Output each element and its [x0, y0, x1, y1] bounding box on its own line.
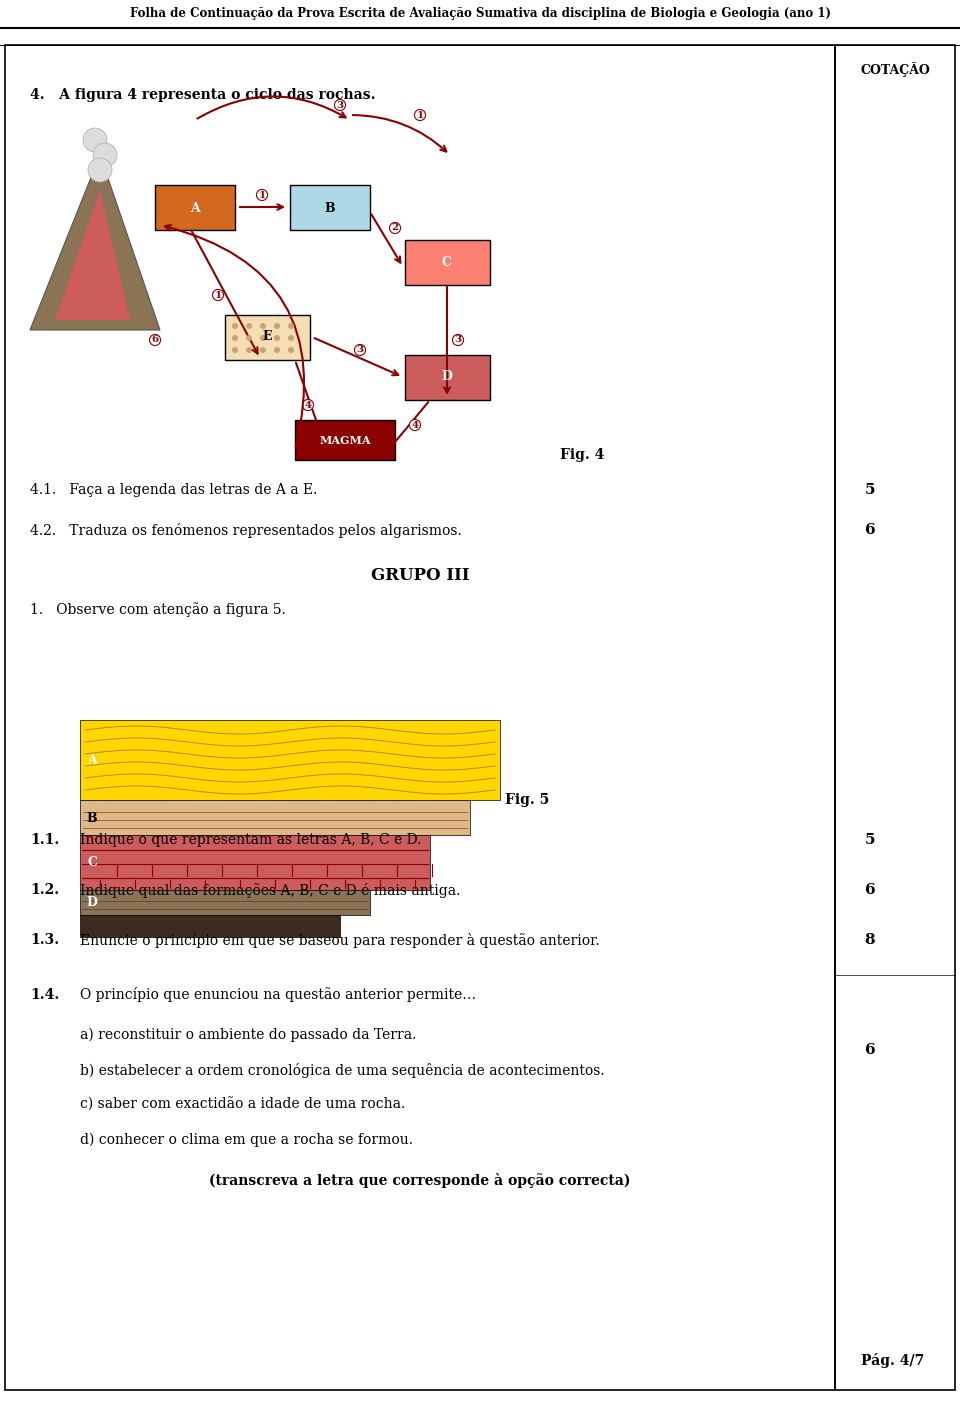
Text: d) conhecer o clima em que a rocha se formou.: d) conhecer o clima em que a rocha se fo… [80, 1133, 413, 1147]
Circle shape [288, 347, 294, 353]
Text: 1.1.: 1.1. [30, 832, 60, 847]
Text: 6: 6 [865, 883, 876, 897]
Text: B: B [86, 811, 97, 824]
Text: 5: 5 [865, 832, 876, 847]
Circle shape [88, 158, 112, 182]
Text: (transcreva a letra que corresponde à opção correcta): (transcreva a letra que corresponde à op… [209, 1173, 631, 1188]
Text: 3: 3 [454, 336, 462, 344]
Bar [80, 835, 430, 890]
Circle shape [274, 334, 280, 341]
Text: GRUPO III: GRUPO III [371, 566, 469, 584]
Text: C: C [87, 856, 97, 869]
Polygon shape [55, 190, 130, 320]
Text: Fig. 5: Fig. 5 [505, 793, 549, 807]
FancyBboxPatch shape [405, 240, 490, 285]
Bar [5, 45, 835, 1390]
Text: 6: 6 [865, 1043, 876, 1057]
Bar [80, 890, 370, 914]
Circle shape [246, 323, 252, 329]
Text: Folha de Continuação da Prova Escrita de Avaliação Sumativa da disciplina de Bio: Folha de Continuação da Prova Escrita de… [130, 7, 830, 21]
Circle shape [260, 347, 266, 353]
Text: 2: 2 [392, 223, 398, 233]
Circle shape [260, 334, 266, 341]
Circle shape [93, 143, 117, 166]
Text: 1: 1 [214, 291, 222, 299]
Text: A: A [87, 753, 97, 766]
FancyBboxPatch shape [405, 356, 490, 399]
Circle shape [274, 347, 280, 353]
Text: 6: 6 [865, 523, 876, 538]
FancyBboxPatch shape [295, 420, 395, 460]
Text: Fig. 4: Fig. 4 [560, 449, 605, 461]
Bar [80, 800, 470, 835]
Text: 6: 6 [152, 336, 158, 344]
Circle shape [288, 323, 294, 329]
Text: 4: 4 [304, 401, 312, 409]
Bar [80, 914, 340, 937]
Text: O princípio que enunciou na questão anterior permite…: O princípio que enunciou na questão ante… [80, 988, 476, 1002]
Text: Pág. 4/7: Pág. 4/7 [861, 1353, 924, 1367]
FancyBboxPatch shape [155, 185, 235, 230]
Text: 4.2.   Traduza os fenómenos representados pelos algarismos.: 4.2. Traduza os fenómenos representados … [30, 522, 462, 538]
Text: 4.1.   Faça a legenda das letras de A a E.: 4.1. Faça a legenda das letras de A a E. [30, 483, 318, 497]
Circle shape [232, 347, 238, 353]
Text: 4: 4 [412, 420, 419, 429]
Text: 3: 3 [356, 346, 364, 354]
Text: C: C [442, 255, 452, 268]
Text: 8: 8 [865, 933, 876, 947]
Text: 1: 1 [258, 190, 266, 199]
Circle shape [246, 347, 252, 353]
Text: 5: 5 [865, 483, 876, 497]
Circle shape [232, 334, 238, 341]
Text: 1.4.: 1.4. [30, 988, 60, 1002]
Text: Enuncie o princípio em que se baseou para responder à questão anterior.: Enuncie o princípio em que se baseou par… [80, 933, 600, 948]
Circle shape [274, 323, 280, 329]
Text: Indique o que representam as letras A, B, C e D.: Indique o que representam as letras A, B… [80, 832, 421, 847]
Text: a) reconstituir o ambiente do passado da Terra.: a) reconstituir o ambiente do passado da… [80, 1027, 417, 1043]
Text: b) estabelecer a ordem cronológica de uma sequência de acontecimentos.: b) estabelecer a ordem cronológica de um… [80, 1062, 605, 1078]
Circle shape [232, 323, 238, 329]
Circle shape [260, 323, 266, 329]
Bar [80, 720, 500, 800]
Text: 1.   Observe com atenção a figura 5.: 1. Observe com atenção a figura 5. [30, 602, 286, 618]
Text: COTAÇÃO: COTAÇÃO [860, 62, 930, 78]
Text: 1.3.: 1.3. [30, 933, 60, 947]
Text: B: B [324, 202, 335, 214]
Text: A: A [190, 202, 200, 214]
Text: E: E [262, 330, 272, 343]
Text: 1.2.: 1.2. [30, 883, 60, 897]
Polygon shape [30, 155, 160, 330]
Text: c) saber com exactidão a idade de uma rocha.: c) saber com exactidão a idade de uma ro… [80, 1098, 405, 1112]
Circle shape [288, 334, 294, 341]
Circle shape [83, 128, 107, 152]
Text: MAGMA: MAGMA [320, 435, 371, 446]
FancyBboxPatch shape [225, 315, 310, 360]
Text: 1: 1 [417, 110, 423, 120]
Text: 3: 3 [336, 100, 344, 110]
Text: D: D [442, 371, 452, 384]
Text: D: D [86, 896, 97, 910]
FancyBboxPatch shape [290, 185, 370, 230]
Text: 4.   A figura 4 representa o ciclo das rochas.: 4. A figura 4 representa o ciclo das roc… [30, 87, 375, 102]
Text: Indique qual das formações A, B, C e D é mais antiga.: Indique qual das formações A, B, C e D é… [80, 882, 461, 897]
Circle shape [246, 334, 252, 341]
Bar [835, 45, 955, 1390]
